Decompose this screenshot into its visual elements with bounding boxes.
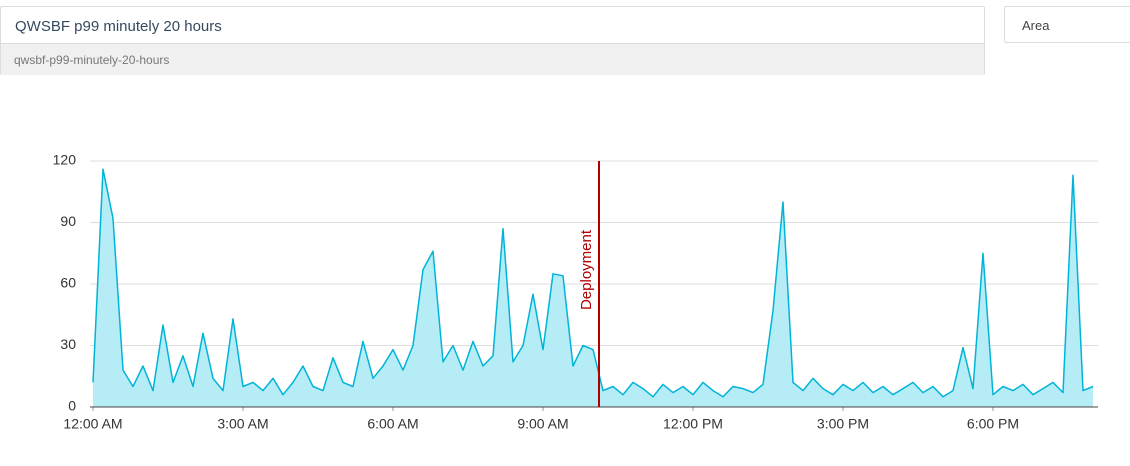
select-text: Area — [1022, 18, 1050, 33]
x-tick-label: 3:00 AM — [217, 416, 268, 432]
y-tick-label: 0 — [68, 398, 76, 414]
line — [92, 168, 1094, 398]
y-tick-label: 30 — [60, 336, 76, 352]
x-tick-label: 12:00 AM — [63, 416, 122, 432]
x-tick-label: 9:00 AM — [517, 416, 568, 432]
x-tick-label: 6:00 AM — [367, 416, 418, 432]
y-tick-label: 90 — [60, 213, 76, 229]
chart-type-select[interactable]: Area — [1004, 6, 1130, 43]
x-tick-label: 3:00 PM — [817, 416, 869, 432]
area-fill — [93, 169, 1093, 407]
title-text: QWSBF p99 minutely 20 hours — [15, 18, 222, 35]
x-tick-label: 12:00 PM — [663, 416, 723, 432]
y-tick-label: 60 — [60, 275, 76, 291]
annotation-label: Deployment — [578, 229, 595, 310]
y-tick-label: 120 — [53, 152, 77, 168]
title-input[interactable]: QWSBF p99 minutely 20 hours qwsbf-p99-mi… — [0, 6, 985, 75]
x-tick-label: 6:00 PM — [967, 416, 1019, 432]
slug-text: qwsbf-p99-minutely-20-hours — [14, 53, 170, 67]
slug-bar: qwsbf-p99-minutely-20-hours — [1, 43, 984, 75]
